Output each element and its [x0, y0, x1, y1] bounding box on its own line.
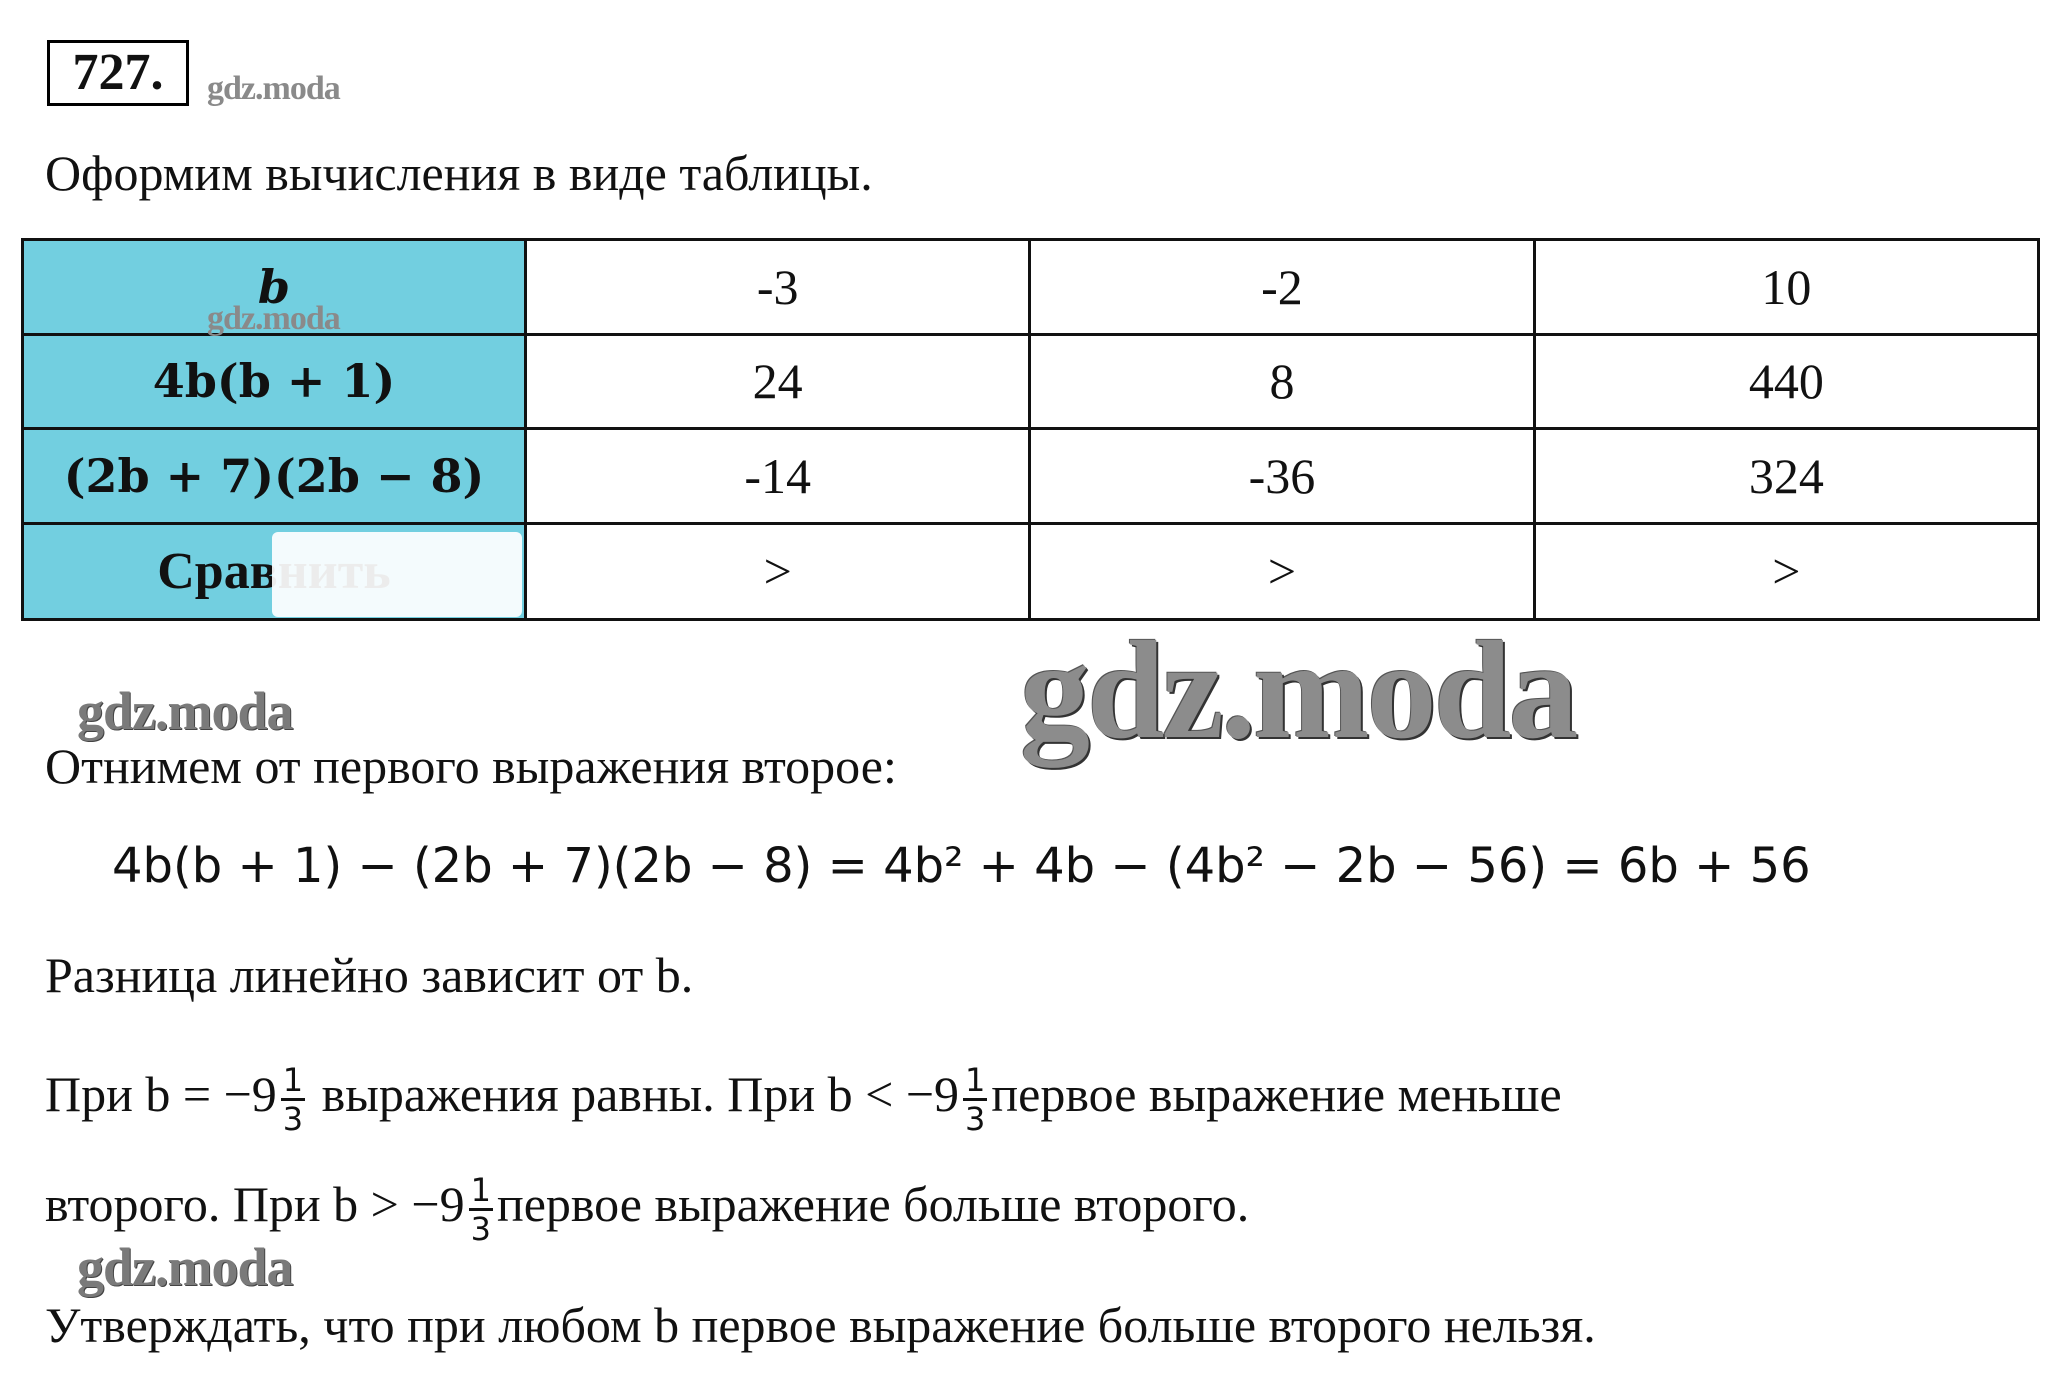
table-row: (2b + 7)(2b − 8) -14 -36 324: [21, 427, 2041, 525]
linear-dependence-text: Разница линейно зависит от b.: [45, 947, 694, 1003]
conclusion-text: первое выражение меньше: [991, 1065, 1562, 1122]
row-label-b: b: [21, 238, 527, 336]
table-cell: 8: [1028, 332, 1536, 431]
subtract-text: Отнимем от первого выражения второе:: [45, 738, 897, 794]
fraction-denominator: 3: [282, 1100, 304, 1138]
row-label-expr2: (2b + 7)(2b − 8): [21, 427, 527, 525]
conclusion-text: При b = −9: [45, 1065, 277, 1122]
table-cell: 324: [1532, 427, 2041, 525]
fraction-numerator: 1: [963, 1061, 988, 1101]
watermark-smudge: [272, 532, 522, 617]
equation: 4b(b + 1) − (2b + 7)(2b − 8) = 4b² + 4b …: [112, 838, 1811, 894]
conclusion-line-2: второго. При b > −9 1 3 первое выражение бо…: [45, 1172, 1249, 1247]
fraction-denominator: 3: [965, 1100, 986, 1138]
watermark-logo-large: gdz.moda: [1020, 613, 1578, 768]
fraction-denominator: 3: [470, 1210, 491, 1248]
conclusion-text: первое выражение больше второго.: [496, 1175, 1250, 1232]
table-row: 4b(b + 1) 24 8 440: [21, 332, 2041, 431]
problem-number: 727.: [47, 40, 189, 106]
row-label-expr1: 4b(b + 1): [21, 332, 527, 431]
table-cell: >: [1028, 521, 1536, 622]
fraction-numerator: 1: [468, 1171, 493, 1211]
table-cell: -36: [1028, 427, 1536, 525]
watermark-logo: gdz.moda: [77, 681, 294, 741]
fraction-numerator: 1: [280, 1061, 306, 1101]
table-cell: >: [523, 521, 1032, 622]
watermark-logo: gdz.moda: [77, 1237, 294, 1297]
intro-text: Оформим вычисления в виде таблицы.: [45, 145, 873, 201]
conclusion-text: выражения равны. При b < −9: [321, 1065, 960, 1122]
table-cell: 10: [1532, 238, 2041, 336]
table-row: b -3 -2 10: [21, 238, 2041, 336]
watermark-logo: gdz.moda: [207, 300, 341, 337]
table-cell: -14: [523, 427, 1032, 525]
table-cell: >: [1532, 521, 2041, 622]
table-cell: -2: [1028, 238, 1536, 336]
watermark-logo: gdz.moda: [207, 70, 341, 107]
conclusion-line-1: При b = −9 1 3 выражения равны. При b < −9…: [45, 1062, 1562, 1137]
table-cell: 440: [1532, 332, 2041, 431]
conclusion-text: второго. При b > −9: [45, 1175, 465, 1232]
table-cell: 24: [523, 332, 1032, 431]
final-text: Утверждать, что при любом b первое выраж…: [45, 1297, 1596, 1353]
table-cell: -3: [523, 238, 1032, 336]
